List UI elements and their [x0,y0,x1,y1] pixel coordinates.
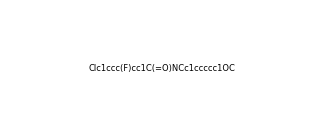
Text: Clc1ccc(F)cc1C(=O)NCc1ccccc1OC: Clc1ccc(F)cc1C(=O)NCc1ccccc1OC [88,64,236,74]
